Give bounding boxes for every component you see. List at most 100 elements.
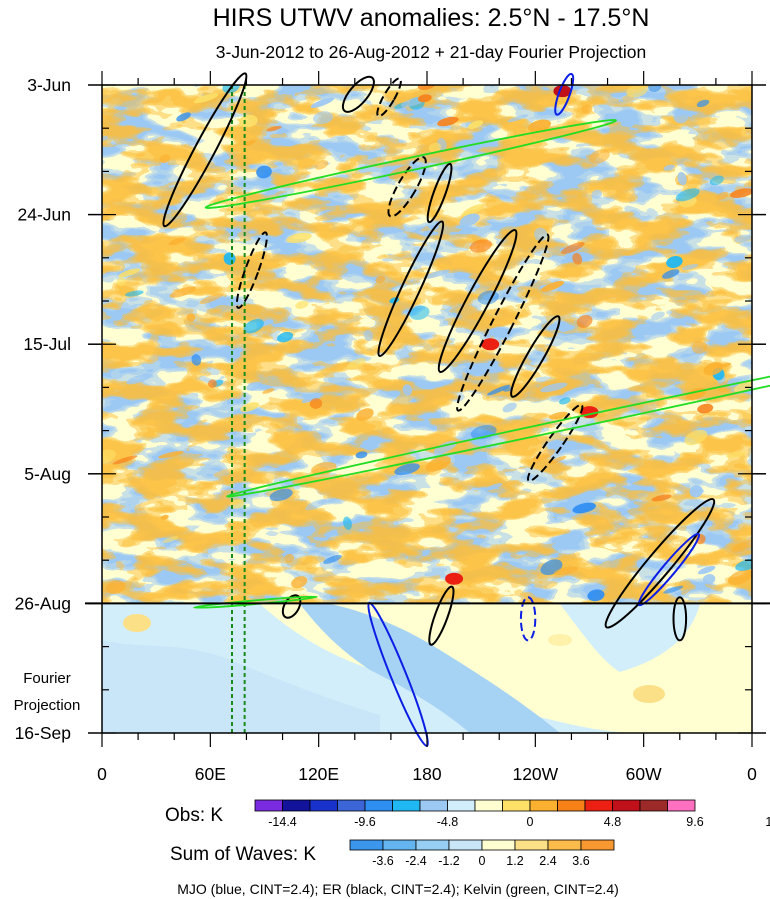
obs-warm-anomaly: [158, 450, 184, 459]
kelvin-contour-1: [204, 119, 617, 209]
obs-strong-anomaly-1: [481, 338, 500, 351]
y-tick-label-4: 26-Aug: [15, 593, 71, 613]
er-contour-10: [510, 315, 561, 398]
obs-cool-anomaly: [666, 255, 683, 269]
obs-warm-anomaly: [560, 241, 585, 255]
obs-cool-anomaly: [735, 558, 752, 571]
obs-cool-anomaly: [402, 384, 413, 396]
obs-colorbar-level-2: -4.8: [437, 815, 459, 829]
obs-warm-anomaly: [691, 340, 708, 354]
projection-warm-2: [633, 685, 665, 703]
obs-warm-anomaly: [428, 142, 442, 153]
obs-cool-anomaly: [269, 488, 293, 502]
waves-colorbar: -3.6 -2.4 -1.2 0 1.2 2.4 3.6: [349, 839, 615, 868]
waves-colorbar-level-5: 2.4: [539, 854, 556, 868]
obs-cool-anomaly: [673, 109, 689, 124]
obs-cool-anomaly: [312, 111, 334, 125]
obs-colorbar-level-1: -9.6: [354, 815, 376, 829]
obs-cool-anomaly: [246, 381, 262, 391]
obs-warm-anomaly: [262, 388, 275, 394]
obs-warm-anomaly: [626, 85, 648, 98]
obs-colorbar-level-6: 14.4: [765, 815, 770, 829]
obs-cool-anomaly: [663, 164, 675, 171]
projection-cool-band-2: [102, 640, 380, 733]
x-tick-label-6: 0: [747, 764, 757, 784]
y-tick-label-0: 3-Jun: [27, 75, 71, 95]
x-tick-label-1: 60E: [195, 764, 226, 784]
waves-colorbar-swatch-1: [382, 839, 417, 851]
waves-colorbar-swatch-0: [349, 839, 384, 851]
er-contour-13: [672, 596, 688, 642]
obs-colorbar-level-4: 4.8: [604, 815, 621, 829]
er-contour-5: [387, 156, 427, 218]
x-tick-label-0: 0: [97, 764, 107, 784]
obs-cool-anomaly: [363, 329, 374, 342]
obs-cool-anomaly: [323, 554, 342, 564]
obs-colorbar-swatch-6: [419, 799, 448, 812]
er-contour-6: [426, 162, 453, 224]
obs-warm-anomaly: [356, 408, 374, 421]
obs-cool-anomaly: [489, 366, 503, 374]
obs-warm-anomaly: [532, 448, 556, 462]
obs-warm-anomaly: [295, 300, 309, 309]
waves-colorbar-label: Sum of Waves: K: [170, 844, 316, 865]
er-contour-14: [428, 585, 455, 646]
obs-cool-anomaly: [423, 269, 450, 279]
obs-warm-anomaly: [437, 116, 459, 127]
obs-warm-anomaly: [576, 314, 593, 328]
obs-warm-anomaly: [730, 188, 752, 198]
obs-warm-anomaly: [727, 569, 752, 586]
obs-cool-anomaly: [650, 311, 665, 321]
obs-cool-anomaly: [243, 319, 264, 334]
obs-colorbar-swatch-5: [392, 799, 421, 812]
obs-cool-anomaly: [305, 499, 327, 511]
er-contour-1: [162, 72, 248, 228]
obs-warm-anomaly: [697, 403, 714, 414]
obs-colorbar: -14.4 -9.6 -4.8 0 4.8 9.6 14.4: [254, 799, 770, 829]
obs-warm-anomaly: [695, 533, 706, 545]
obs-warm-anomaly: [284, 553, 295, 563]
obs-cool-anomaly: [394, 463, 420, 476]
obs-cool-anomaly: [540, 382, 568, 393]
projection-field: [102, 604, 752, 733]
obs-warm-anomaly: [716, 191, 729, 200]
obs-cool-anomaly: [663, 585, 684, 594]
mjo-contour-1: [554, 72, 575, 116]
obs-warm-anomaly: [548, 411, 568, 420]
projection-cool-core: [300, 604, 560, 733]
obs-cool-anomaly: [662, 269, 680, 279]
obs-warm-anomaly: [162, 536, 179, 543]
x-tick-label-3: 180: [412, 764, 441, 784]
obs-cool-anomaly: [301, 392, 324, 403]
obs-colorbar-swatch-12: [584, 799, 613, 812]
obs-warm-anomaly: [266, 125, 282, 132]
obs-cool-anomaly: [176, 112, 191, 122]
x-tick-label-2: 120E: [298, 764, 339, 784]
wave-contours: [162, 72, 770, 747]
waves-colorbar-swatch-5: [514, 839, 549, 851]
waves-colorbar-level-4: 1.2: [506, 854, 523, 868]
obs-colorbar-swatch-3: [337, 799, 366, 812]
y-axis: 3-Jun 24-Jun 15-Jul 5-Aug 26-Aug 16-Sep: [15, 75, 766, 743]
er-contour-11: [526, 403, 584, 483]
obs-cool-anomaly: [689, 485, 703, 498]
obs-cool-anomaly: [507, 114, 529, 123]
obs-cool-anomaly: [487, 483, 503, 490]
obs-warm-anomaly: [116, 277, 127, 287]
y-tick-label-5: 16-Sep: [15, 723, 71, 743]
obs-warm-anomaly: [731, 539, 752, 553]
obs-cool-anomaly: [262, 242, 289, 251]
x-tick-label-4: 120W: [512, 764, 558, 784]
obs-warm-anomaly: [169, 286, 197, 298]
obs-cool-anomaly: [559, 397, 571, 405]
obs-colorbar-swatch-11: [557, 799, 586, 812]
obs-cool-anomaly: [675, 188, 700, 202]
obs-colorbar-swatch-10: [529, 799, 558, 812]
projection-label-line1: Fourier: [23, 670, 71, 687]
obs-cool-anomaly: [459, 213, 480, 227]
obs-cool-anomaly: [572, 502, 596, 514]
obs-warm-anomaly: [208, 379, 217, 388]
waves-colorbar-swatch-3: [448, 839, 483, 851]
obs-warm-anomaly: [346, 358, 366, 370]
obs-cool-anomaly: [191, 354, 202, 366]
